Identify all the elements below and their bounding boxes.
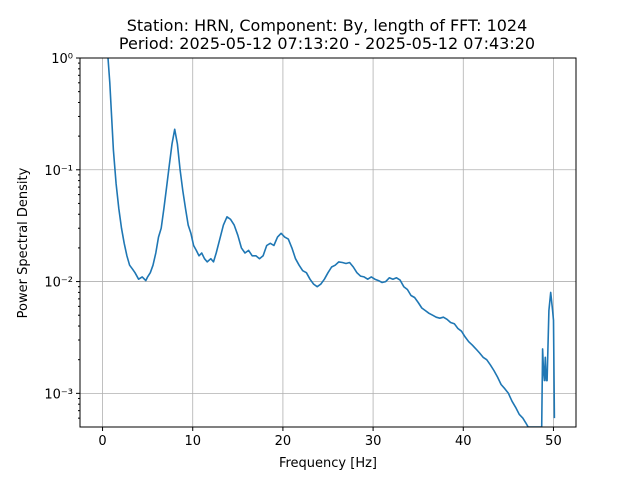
x-axis-label: Frequency [Hz] bbox=[279, 456, 377, 471]
y-axis-label: Power Spectral Density bbox=[16, 167, 31, 318]
chart-title-line-2: Period: 2025-05-12 07:13:20 - 2025-05-12… bbox=[119, 34, 535, 53]
x-tick-label: 30 bbox=[365, 434, 382, 449]
x-tick-label: 20 bbox=[275, 434, 292, 449]
plot-area bbox=[80, 58, 576, 427]
y-tick-label: 10⁻² bbox=[44, 276, 73, 291]
x-tick-label: 40 bbox=[455, 434, 472, 449]
x-tick-label: 50 bbox=[545, 434, 562, 449]
y-tick-label: 10⁻¹ bbox=[44, 164, 73, 179]
y-tick-label: 10⁻³ bbox=[44, 387, 73, 402]
axes-frame bbox=[79, 57, 577, 428]
x-tick-label: 0 bbox=[98, 434, 106, 449]
y-axis-ticks: 10⁻³ 10⁻² 10⁻¹ 10⁰ bbox=[44, 52, 80, 419]
y-tick-label: 10⁰ bbox=[51, 52, 73, 67]
x-tick-label: 10 bbox=[184, 434, 201, 449]
chart-title-line-1: Station: HRN, Component: By, length of F… bbox=[127, 16, 528, 35]
psd-series-line bbox=[107, 58, 556, 427]
x-axis-ticks: 0 10 20 30 40 50 bbox=[98, 427, 562, 449]
